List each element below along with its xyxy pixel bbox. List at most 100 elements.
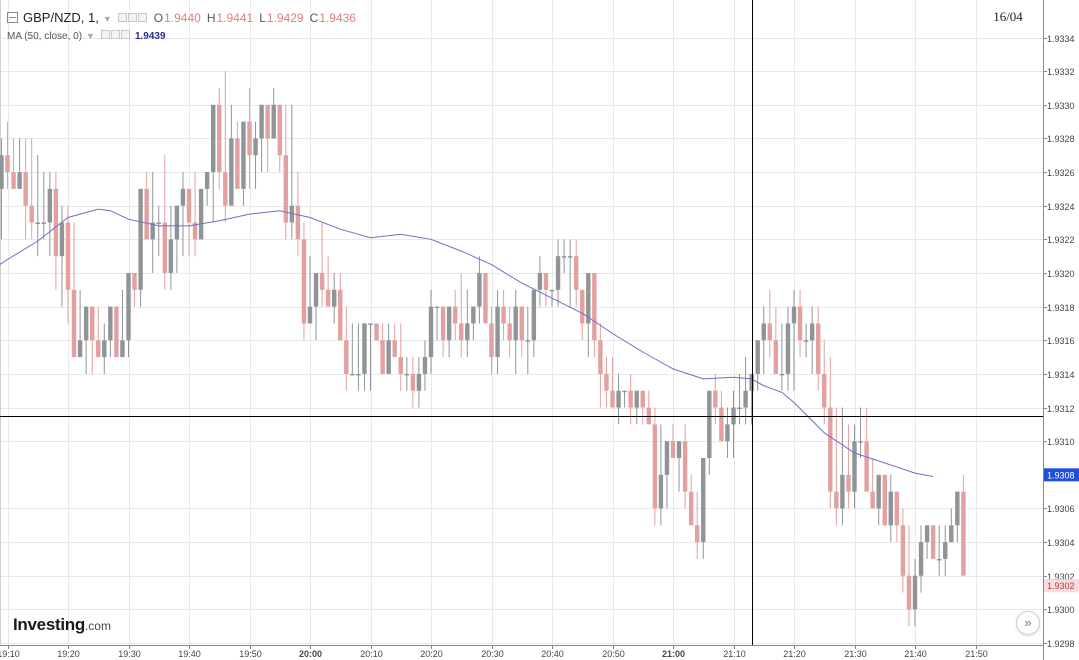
candle-body [519,306,524,341]
candle [507,306,512,358]
candle [150,172,155,273]
last-price-label: 1.9302 [1047,581,1075,591]
candle-body [332,289,337,307]
candle [882,474,887,526]
candle-body [543,272,549,290]
candle-body [90,306,95,341]
brand-name: Investing [13,615,85,634]
candle-body [658,474,664,509]
x-tick-label: 19:50 [239,649,262,659]
chevron-down-icon[interactable]: ▼ [102,14,112,24]
candle-body [96,340,101,358]
candle-body [870,491,875,509]
candle-body [271,104,276,139]
candle-body [489,323,494,358]
candle [676,441,682,492]
candle-body [83,306,89,341]
settings-icon[interactable] [127,13,137,22]
candle-body [283,155,288,223]
candle [695,491,700,559]
candle-body [325,289,331,307]
candle [398,323,403,391]
candle [797,289,803,358]
candle [483,272,488,324]
settings-icon[interactable] [110,30,120,39]
close-key: C [309,11,319,25]
candle-body [392,340,397,358]
candle-body [822,373,827,408]
candle [108,306,113,358]
candle [265,104,270,173]
candle-body [307,306,313,324]
symbol-label[interactable]: GBP/NZD, 1, [23,10,99,25]
chevron-down-icon[interactable]: ▼ [86,31,95,41]
candle [168,205,174,290]
eye-icon[interactable] [100,30,110,39]
candle [71,222,77,358]
ma-line [0,208,934,477]
candle-body [404,373,409,376]
candle-body [695,525,700,543]
candle [204,172,210,206]
eye-icon[interactable] [117,13,127,22]
candle [513,289,518,374]
candle-body [834,491,839,509]
date-label: 16/04 [993,9,1023,24]
candle [561,239,567,273]
candle-body [604,373,609,391]
close-icon[interactable] [137,13,147,22]
candle [180,172,186,257]
y-tick-label: 1.9310 [1047,437,1075,447]
candle-body [586,272,591,324]
candle [749,373,754,425]
candle-body [628,390,633,408]
high-value: 1.9441 [216,11,254,25]
close-icon[interactable] [120,30,130,39]
candle-body [949,525,954,543]
candle-body [858,441,863,443]
candle-body [785,323,791,374]
candle-body [513,306,518,341]
candle [930,525,936,559]
x-tick-label: 20:30 [481,649,504,659]
candle-body [797,306,803,341]
candle [773,306,779,374]
y-tick-label: 1.9316 [1047,336,1075,346]
candle [374,323,379,341]
high-key: H [206,11,216,25]
candle-body [440,306,446,341]
candle [924,525,930,559]
ma-value: 1.9439 [134,31,166,42]
candle [41,172,46,240]
candle [77,289,83,358]
candle-body [900,525,906,576]
candle [864,407,869,492]
candle-body [743,390,748,408]
candle [537,256,543,307]
investing-logo[interactable]: Investing.com [13,615,111,635]
candle-body [410,373,416,391]
candle-body [453,306,458,324]
candle-body [241,121,246,189]
candle-body [434,306,440,309]
menu-icon[interactable] [7,12,18,23]
candle [0,138,4,240]
candle [83,306,89,374]
scroll-to-latest-button[interactable]: » [1016,611,1040,635]
candle-body [319,272,325,290]
candle [259,104,264,173]
candle-body [374,323,379,341]
candle [719,390,724,442]
ma-legend: MA (50, close, 0) ▼ 1.9439 [7,30,166,42]
x-tick-label: 20:10 [360,649,383,659]
ma-label[interactable]: MA (50, close, 0) [7,31,83,42]
x-tick-label: 19:30 [118,649,141,659]
candle [943,525,948,576]
candle [289,104,295,240]
candle-body [198,188,204,240]
candle [144,172,149,240]
candle-body [646,407,651,425]
candle-body [29,205,34,223]
candle [894,491,900,543]
